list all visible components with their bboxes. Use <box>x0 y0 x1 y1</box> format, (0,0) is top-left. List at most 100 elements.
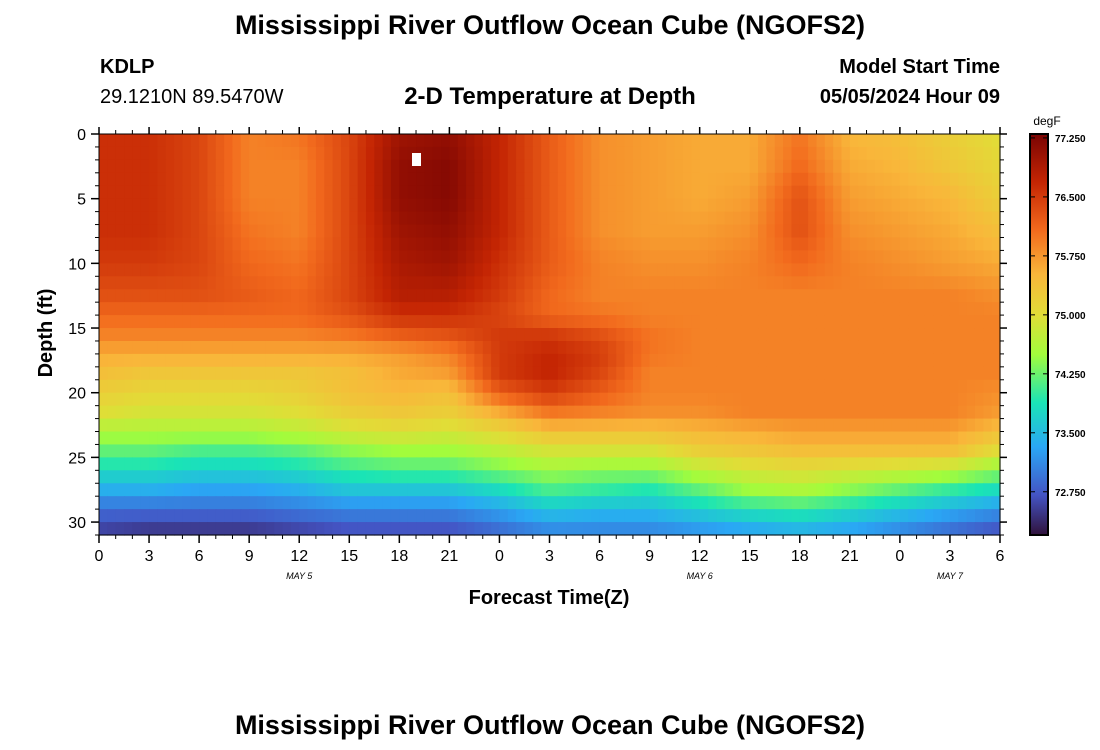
heatmap-cell <box>299 198 309 213</box>
heatmap-cell <box>766 211 776 226</box>
heatmap-cell <box>532 522 542 536</box>
heatmap-cell <box>249 405 259 420</box>
heatmap-cell <box>290 146 300 161</box>
heatmap-cell <box>124 276 133 290</box>
heatmap-cell <box>991 289 1001 303</box>
heatmap-cell <box>299 340 309 355</box>
heatmap-cell <box>157 431 167 446</box>
heatmap-cell <box>516 263 526 277</box>
heatmap-cell <box>449 418 459 433</box>
heatmap-cell <box>574 134 584 148</box>
heatmap-cell <box>783 457 793 471</box>
date-label: MAY 5 <box>286 571 313 581</box>
heatmap-cell <box>207 263 217 277</box>
heatmap-cell <box>949 522 959 536</box>
heatmap-cell <box>958 315 968 329</box>
heatmap-cell <box>958 185 968 200</box>
heatmap-cell <box>549 159 559 174</box>
heatmap-cell <box>899 470 909 484</box>
heatmap-cell <box>791 302 801 316</box>
heatmap-cell <box>816 224 826 239</box>
heatmap-cell <box>557 457 567 471</box>
heatmap-cell <box>791 159 801 174</box>
heatmap-cell <box>749 457 759 471</box>
heatmap-cell <box>841 379 851 394</box>
heatmap-cell <box>532 211 542 226</box>
heatmap-cell <box>382 379 392 394</box>
heatmap-cell <box>532 405 542 420</box>
heatmap-cell <box>649 457 659 471</box>
heatmap-cell <box>949 172 959 187</box>
heatmap-cell <box>224 444 234 458</box>
heatmap-cell <box>991 185 1001 200</box>
heatmap-cell <box>365 457 375 471</box>
heatmap-cell <box>165 522 175 536</box>
heatmap-cell <box>691 522 701 536</box>
heatmap-cell <box>632 172 642 187</box>
heatmap-cell <box>557 366 567 381</box>
heatmap-cell <box>207 457 217 471</box>
heatmap-cell <box>190 444 200 458</box>
heatmap-cell <box>599 470 609 484</box>
heatmap-cell <box>841 444 851 458</box>
heatmap-cell <box>532 353 542 368</box>
heatmap-cell <box>265 379 275 394</box>
heatmap-cell <box>357 276 367 290</box>
heatmap-cell <box>974 315 984 329</box>
heatmap-cell <box>557 431 567 446</box>
heatmap-cell <box>332 159 342 174</box>
heatmap-cell <box>557 379 567 394</box>
heatmap-cell <box>933 470 943 484</box>
heatmap-cell <box>190 198 200 213</box>
heatmap-cell <box>649 470 659 484</box>
heatmap-cell <box>549 211 559 226</box>
heatmap-cell <box>724 211 734 226</box>
heatmap-cell <box>165 418 175 433</box>
heatmap-cell <box>733 250 742 264</box>
heatmap-cell <box>649 302 659 316</box>
heatmap-cell <box>941 444 951 458</box>
station-coordinates: 29.1210N 89.5470W <box>100 86 284 108</box>
heatmap-cell <box>741 379 751 394</box>
heatmap-cell <box>149 366 158 381</box>
heatmap-cell <box>749 392 759 407</box>
heatmap-cell <box>724 353 734 368</box>
heatmap-cell <box>808 431 818 446</box>
heatmap-cell <box>107 340 117 355</box>
heatmap-cell <box>974 146 984 161</box>
heatmap-cell <box>766 509 776 523</box>
heatmap-cell <box>616 315 626 329</box>
heatmap-cell <box>365 418 375 433</box>
heatmap-cell <box>974 185 984 200</box>
heatmap-cell <box>733 340 742 355</box>
heatmap-cell <box>699 353 709 368</box>
heatmap-cell <box>949 418 959 433</box>
heatmap-cell <box>974 340 984 355</box>
heatmap-cell <box>824 302 834 316</box>
heatmap-cell <box>340 483 350 497</box>
heatmap-cell <box>416 198 425 213</box>
heatmap-cell <box>449 276 459 290</box>
heatmap-cell <box>791 224 801 239</box>
heatmap-cell <box>307 340 317 355</box>
heatmap-cell <box>424 340 434 355</box>
heatmap-cell <box>891 289 901 303</box>
heatmap-cell <box>507 289 517 303</box>
heatmap-cell <box>858 392 868 407</box>
heatmap-cell <box>349 366 359 381</box>
heatmap-cell <box>307 431 317 446</box>
heatmap-cell <box>182 509 192 523</box>
heatmap-cell <box>799 392 809 407</box>
heatmap-cell <box>607 185 617 200</box>
heatmap-cell <box>466 366 476 381</box>
heatmap-cell <box>891 159 901 174</box>
heatmap-cell <box>416 328 425 342</box>
heatmap-cell <box>574 366 584 381</box>
heatmap-cell <box>574 444 584 458</box>
heatmap-cell <box>224 315 234 329</box>
heatmap-cell <box>674 392 684 407</box>
x-tick-label: 0 <box>895 548 904 565</box>
heatmap-cell <box>149 379 158 394</box>
heatmap-cell <box>916 172 926 187</box>
x-axis-label: Forecast Time(Z) <box>469 587 630 609</box>
